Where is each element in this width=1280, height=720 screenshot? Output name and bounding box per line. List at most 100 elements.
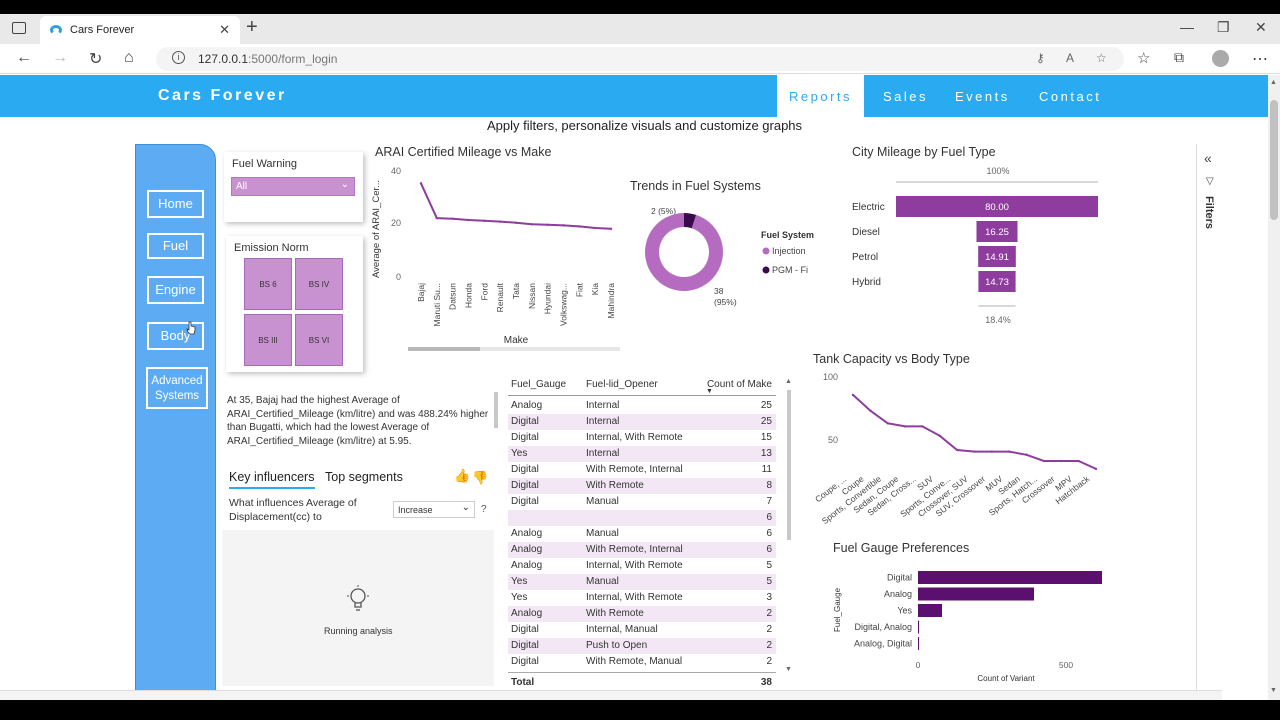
emission-option-bsiv[interactable]: BS IV [295, 258, 343, 310]
scroll-thumb[interactable] [1270, 100, 1278, 220]
table-row[interactable]: Analog Internal 25 [508, 398, 776, 414]
influencer-question-line2: Displacement(cc) to [229, 510, 322, 523]
gauge-category-label: Yes [897, 606, 912, 616]
gauge-y-axis-label: Fuel_Gauge [833, 587, 842, 632]
table-row[interactable]: Analog With Remote 2 [508, 606, 776, 622]
favorites-icon[interactable]: ☆ [1137, 50, 1151, 67]
table-cell-fuel-lid: Manual [586, 576, 619, 587]
site-info-icon[interactable]: i [172, 51, 185, 64]
close-window-icon[interactable]: ✕ [1255, 19, 1267, 35]
fuel-system-donut-chart[interactable]: 2 (5%) 38 (95%) Fuel System Injection PGM… [645, 200, 825, 312]
table-scroll-thumb[interactable] [787, 390, 791, 540]
nav-sales[interactable]: Sales [883, 89, 929, 104]
emission-option-bs6[interactable]: BS 6 [244, 258, 292, 310]
running-analysis-status: Running analysis [324, 626, 393, 636]
fuel-warning-dropdown[interactable]: All ⌄ [231, 177, 355, 196]
sidebar-engine-button[interactable]: Engine [147, 276, 204, 304]
more-icon[interactable]: ⋯ [1252, 51, 1268, 68]
profile-avatar[interactable] [1212, 50, 1229, 67]
table-row[interactable]: Yes Manual 5 [508, 574, 776, 590]
filters-pane[interactable]: « ▽ Filters [1196, 144, 1221, 692]
tab-key-influencers[interactable]: Key influencers [229, 470, 315, 484]
table-header-fuel-gauge[interactable]: Fuel_Gauge [511, 379, 567, 390]
table-row[interactable]: Digital Internal 25 [508, 414, 776, 430]
url-field[interactable]: i 127.0.0.1:5000/form_login ⚷ A ☆ [156, 47, 1124, 71]
mileage-line-chart[interactable]: Average of ARAI_Cer... 40 20 0 Make Baja… [370, 160, 620, 355]
table-cell-fuel-lid: Manual [586, 496, 619, 507]
mileage-scroll-thumb[interactable] [408, 347, 480, 351]
table-cell-fuel-gauge: Analog [511, 544, 543, 555]
table-row[interactable]: Yes Internal, With Remote 3 [508, 590, 776, 606]
table-row[interactable]: Digital Push to Open 2 [508, 638, 776, 654]
table-cell-fuel-lid: Internal [586, 448, 620, 459]
tab-actions-icon[interactable] [12, 22, 26, 34]
fuel-warning-value: All [236, 181, 248, 192]
narrative-scroll-thumb[interactable] [494, 392, 498, 428]
brand-logo[interactable]: Cars Forever [158, 87, 287, 104]
table-row[interactable]: Digital With Remote, Internal 11 [508, 462, 776, 478]
mileage-y-tick: 40 [391, 166, 401, 176]
table-row[interactable]: Digital Internal, Manual 2 [508, 622, 776, 638]
key-icon[interactable]: ⚷ [1036, 51, 1045, 65]
new-tab-icon[interactable]: + [246, 16, 258, 38]
table-cell-fuel-lid: Internal [586, 416, 620, 427]
page-scrollbar[interactable]: ▲ ▼ [1268, 75, 1280, 700]
chevron-down-icon: ⌄ [461, 502, 470, 513]
collections-icon[interactable]: ⧉ [1174, 49, 1184, 65]
scroll-down-icon[interactable]: ▼ [1270, 687, 1277, 694]
influence-direction-dropdown[interactable]: Increase ⌄ [393, 501, 475, 518]
table-cell-count: 6 [766, 544, 772, 555]
thumbs-up-icon[interactable]: 👍 [454, 468, 471, 483]
help-icon[interactable]: ? [481, 504, 487, 515]
scroll-down-icon[interactable]: ▼ [785, 666, 792, 673]
read-aloud-icon[interactable]: A [1066, 51, 1075, 65]
maximize-icon[interactable]: ❐ [1217, 19, 1230, 35]
table-row[interactable]: Digital Manual 7 [508, 494, 776, 510]
forward-icon[interactable]: → [52, 49, 68, 66]
scroll-up-icon[interactable]: ▲ [1270, 79, 1277, 86]
table-total-row: Total 38 [508, 672, 776, 692]
browser-tab[interactable]: Cars Forever ✕ [40, 16, 240, 44]
table-row[interactable]: Digital Internal, With Remote 15 [508, 430, 776, 446]
sidebar-advanced-systems-button[interactable]: Advanced Systems [146, 367, 208, 409]
table-row[interactable]: Analog Manual 6 [508, 526, 776, 542]
fuel-gauge-bar-chart[interactable]: Fuel_Gauge 0 500 Count of Variant Digita… [826, 560, 1116, 688]
table-scrollbar[interactable]: ▲ ▼ [785, 378, 793, 674]
table-row[interactable]: Analog Internal, With Remote 5 [508, 558, 776, 574]
table-header-count[interactable]: Count of Make [706, 379, 772, 390]
table-cell-count: 6 [766, 512, 772, 523]
close-tab-icon[interactable]: ✕ [219, 22, 230, 37]
emission-option-bsiii[interactable]: BS III [244, 314, 292, 366]
nav-reports[interactable]: Reports [777, 75, 865, 117]
scroll-up-icon[interactable]: ▲ [785, 378, 792, 385]
emission-option-bsvi[interactable]: BS VI [295, 314, 343, 366]
table-row[interactable]: Analog With Remote, Internal 6 [508, 542, 776, 558]
table-header-fuel-lid[interactable]: Fuel-lid_Opener [586, 379, 658, 390]
sidebar-body-button[interactable]: Body [147, 322, 204, 350]
table-row[interactable]: Digital With Remote, Manual 2 [508, 654, 776, 670]
donut-legend-title: Fuel System [761, 230, 814, 240]
refresh-icon[interactable]: ↻ [89, 51, 103, 68]
sidebar-fuel-button[interactable]: Fuel [147, 233, 204, 259]
table-row[interactable]: Digital With Remote 8 [508, 478, 776, 494]
table-cell-count: 25 [760, 416, 772, 427]
sidebar-home-button[interactable]: Home [147, 190, 204, 218]
back-icon[interactable]: ← [16, 49, 32, 66]
funnel-bar [978, 246, 1016, 267]
collapse-chevron-icon[interactable]: « [1204, 150, 1212, 166]
minimize-icon[interactable]: — [1180, 19, 1194, 35]
nav-events[interactable]: Events [955, 89, 1010, 104]
thumbs-down-icon[interactable]: 👎 [472, 470, 489, 485]
table-row[interactable]: 6 [508, 510, 776, 526]
tank-data-point [1042, 459, 1046, 463]
favorite-icon[interactable]: ☆ [1096, 51, 1107, 65]
table-cell-fuel-gauge: Digital [511, 624, 539, 635]
nav-contact[interactable]: Contact [1039, 89, 1102, 104]
city-mileage-funnel-chart[interactable]: 100% 18.4% 80.00 Electric 16.25 Diesel 14.91… [840, 160, 1120, 330]
tab-top-segments[interactable]: Top segments [325, 470, 403, 484]
mileage-scroll-track[interactable] [408, 347, 620, 351]
table-row[interactable]: Yes Internal 13 [508, 446, 776, 462]
home-icon[interactable]: ⌂ [124, 49, 134, 66]
